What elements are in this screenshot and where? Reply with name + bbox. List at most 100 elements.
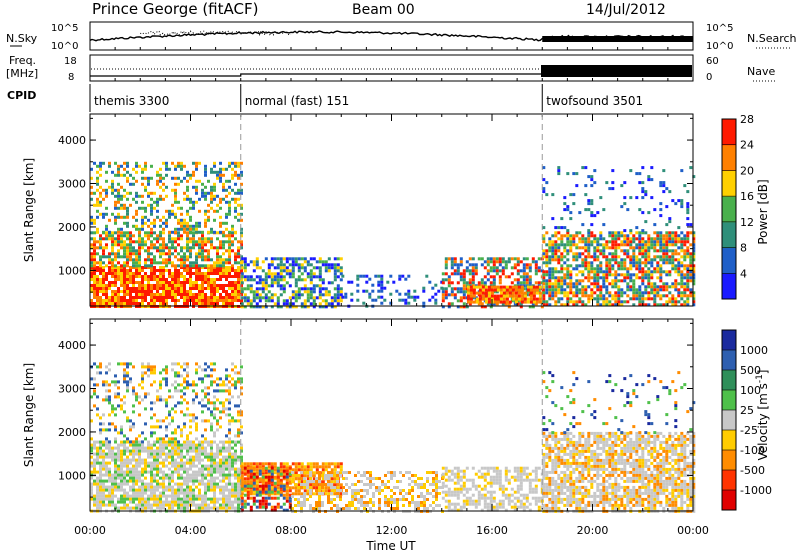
echo-cell: [484, 291, 488, 295]
echo-cell: [141, 470, 144, 474]
echo-cell: [324, 293, 328, 297]
echo-cell: [498, 260, 502, 264]
echo-cell: [204, 218, 207, 222]
echo-cell: [219, 479, 222, 483]
echo-cell: [638, 172, 642, 176]
echo-cell: [96, 278, 99, 281]
echo-cell: [168, 473, 171, 477]
echo-cell: [481, 294, 485, 298]
echo-cell: [156, 278, 159, 281]
echo-cell: [96, 302, 99, 305]
echo-cell: [677, 267, 681, 271]
echo-cell: [108, 440, 111, 444]
echo-cell: [144, 458, 147, 462]
echo-cell: [147, 443, 150, 447]
echo-cell: [581, 273, 585, 277]
echo-cell: [210, 443, 213, 447]
echo-cell: [183, 377, 186, 381]
echo-cell: [614, 252, 618, 256]
echo-cell: [96, 407, 99, 411]
echo-cell: [162, 299, 165, 302]
echo-cell: [641, 187, 645, 191]
echo-cell: [231, 362, 234, 366]
echo-cell: [138, 494, 141, 498]
echo-cell: [195, 258, 198, 262]
echo-cell: [542, 270, 546, 274]
echo-cell: [638, 237, 642, 241]
echo-cell: [105, 470, 108, 474]
echo-cell: [554, 246, 558, 250]
echo-cell: [204, 299, 207, 302]
echo-cell: [144, 467, 147, 471]
echo-cell: [168, 275, 171, 278]
echo-cell: [213, 413, 216, 417]
echo-cell: [120, 485, 123, 489]
echo-cell: [171, 299, 174, 302]
echo-cell: [126, 419, 129, 423]
echo-cell: [614, 276, 618, 280]
echo-cell: [93, 255, 96, 259]
echo-cell: [213, 389, 216, 393]
echo-cell: [168, 503, 171, 507]
echo-cell: [102, 272, 105, 275]
echo-cell: [162, 284, 165, 287]
echo-cell: [165, 383, 168, 387]
echo-cell: [162, 266, 165, 269]
echo-cell: [156, 296, 159, 299]
echo-cell: [222, 455, 225, 459]
echo-cell: [528, 278, 532, 282]
echo-cell: [108, 185, 111, 189]
echo-cell: [668, 258, 672, 262]
echo-cell: [240, 494, 243, 498]
echo-cell: [102, 422, 105, 426]
echo-cell: [195, 299, 198, 302]
echo-cell: [240, 170, 243, 174]
echo-cell: [174, 446, 177, 450]
echo-cell: [468, 263, 472, 267]
echo-cell: [498, 269, 502, 273]
echo-cell: [102, 428, 105, 432]
echo-cell: [114, 206, 117, 210]
echo-cell: [147, 252, 150, 256]
echo-cell: [171, 449, 174, 453]
echo-cell: [180, 491, 183, 495]
echo-cell: [413, 289, 417, 293]
echo-cell: [228, 293, 231, 296]
echo-cell: [138, 240, 141, 244]
echo-cell: [114, 275, 117, 278]
echo-cell: [578, 297, 582, 301]
echo-cell: [599, 291, 603, 295]
echo-cell: [204, 404, 207, 408]
echo-cell: [213, 246, 216, 250]
echo-cell: [662, 246, 666, 250]
echo-cell: [189, 494, 192, 498]
echo-cell: [210, 455, 213, 459]
echo-cell: [471, 257, 475, 261]
echo-cell: [189, 500, 192, 504]
echo-cell: [240, 287, 244, 291]
echo-cell: [542, 249, 546, 253]
echo-cell: [180, 249, 183, 253]
echo-cell: [126, 255, 129, 259]
echo-cell: [629, 297, 633, 301]
echo-cell: [201, 470, 204, 474]
echo-cell: [407, 292, 411, 296]
echo-cell: [183, 191, 186, 195]
echo-cell: [180, 449, 183, 453]
echo-cell: [159, 500, 162, 504]
echo-cell: [692, 237, 696, 241]
echo-cell: [683, 249, 687, 253]
echo-cell: [183, 422, 186, 426]
echo-cell: [210, 488, 213, 492]
echo-cell: [444, 293, 448, 297]
echo-cell: [231, 167, 234, 171]
echo-cell: [231, 243, 234, 247]
echo-cell: [554, 258, 558, 262]
echo-cell: [213, 197, 216, 201]
echo-cell: [138, 413, 141, 417]
echo-cell: [174, 287, 177, 290]
echo-cell: [210, 428, 213, 432]
echo-cell: [150, 407, 153, 411]
echo-cell: [510, 257, 514, 261]
echo-cell: [490, 285, 494, 289]
